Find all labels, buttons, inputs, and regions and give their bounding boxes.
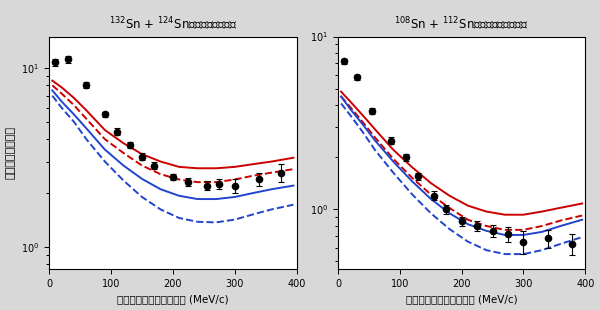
Text: $^{132}$Sn + $^{124}$Sn　中性子数：多い: $^{132}$Sn + $^{124}$Sn 中性子数：多い — [109, 15, 237, 32]
Y-axis label: 荷電パイ中間子比: 荷電パイ中間子比 — [5, 126, 16, 179]
X-axis label: パイ中間子横方向運動量 (MeV/c): パイ中間子横方向運動量 (MeV/c) — [117, 294, 229, 304]
Text: $^{108}$Sn + $^{112}$Sn　中性子数：少ない: $^{108}$Sn + $^{112}$Sn 中性子数：少ない — [394, 15, 529, 32]
X-axis label: パイ中間子横方向運動量 (MeV/c): パイ中間子横方向運動量 (MeV/c) — [406, 294, 517, 304]
